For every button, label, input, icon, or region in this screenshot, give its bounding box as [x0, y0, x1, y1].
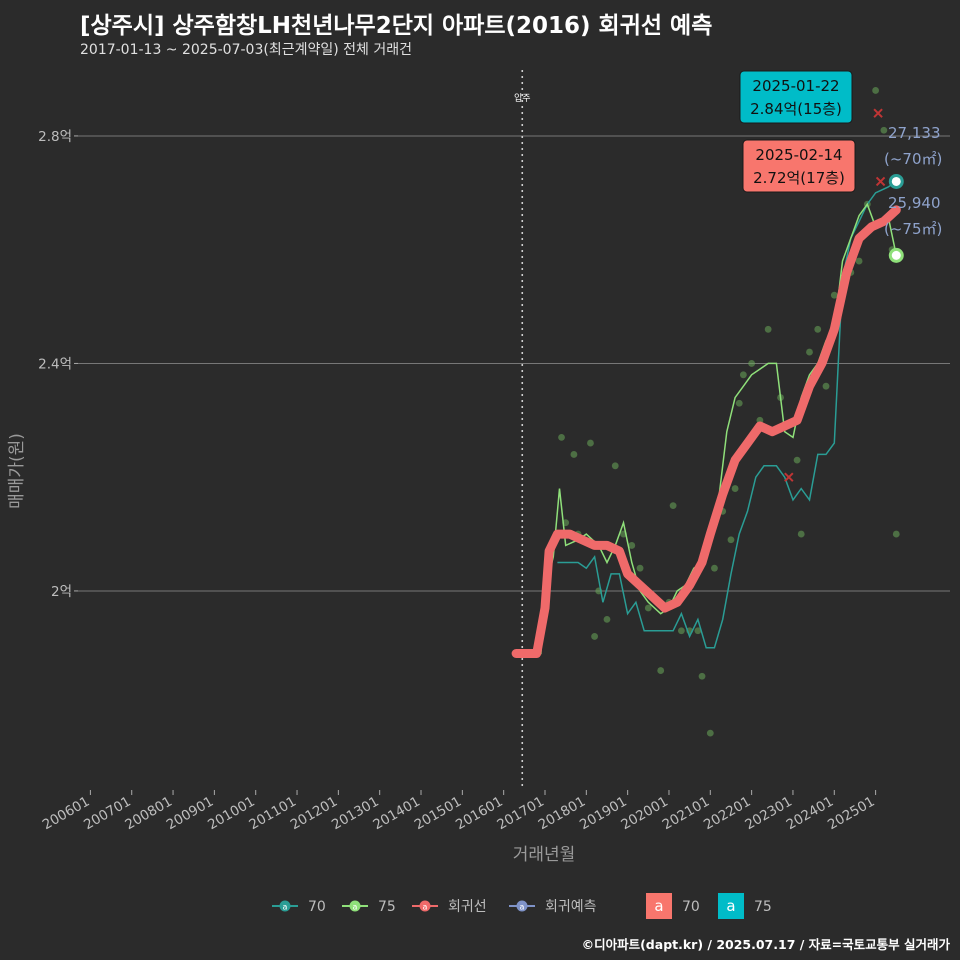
transaction-point	[892, 530, 900, 538]
transaction-point	[570, 451, 578, 458]
transaction-point	[711, 564, 718, 572]
legend-label: 회귀예측	[545, 899, 597, 915]
highlight-point-cross	[784, 472, 794, 482]
legend-box-key	[646, 893, 672, 919]
legend-key-dot	[279, 900, 291, 912]
x-tick-label: 202501	[825, 794, 878, 834]
transaction-point	[872, 87, 880, 94]
series-end-marker-70	[888, 173, 904, 189]
x-tick-label: 200901	[164, 794, 217, 834]
x-tick-label: 202001	[618, 794, 671, 834]
legend-key-glyph: a	[520, 903, 525, 912]
transaction-point	[727, 536, 735, 544]
transaction-point	[739, 371, 747, 379]
legend-box-glyph: a	[654, 897, 663, 915]
transaction-point	[814, 325, 822, 333]
move-in-label: 입주	[514, 92, 531, 104]
x-tick-label: 202101	[660, 794, 713, 834]
x-tick-label: 201001	[205, 794, 258, 834]
transaction-point	[731, 485, 739, 492]
transaction-point	[558, 433, 565, 441]
callout-point-cross	[875, 176, 886, 187]
y-axis-title: 매매가(원)	[7, 433, 27, 509]
transaction-point	[644, 604, 652, 612]
callout-point-cross	[873, 108, 883, 118]
transaction-point	[591, 633, 598, 640]
series-line-75	[532, 202, 898, 655]
callout-box	[739, 70, 853, 124]
transaction-point	[694, 627, 702, 635]
series-line-regression	[511, 205, 901, 658]
chart-title: [상주시] 상주함창LH천년나무2단지 아파트(2016) 회귀선 예측	[80, 13, 713, 39]
callout-date: 2025-01-22	[752, 77, 839, 95]
transaction-point	[880, 126, 888, 134]
legend-key-glyph: a	[353, 903, 358, 912]
legend-key-glyph: a	[423, 903, 428, 912]
x-tick-label: 200701	[81, 794, 134, 834]
transaction-point	[657, 667, 665, 674]
transaction-point	[611, 462, 619, 470]
x-tick-label: 201601	[453, 794, 506, 834]
x-tick-label: 202201	[701, 794, 754, 834]
x-tick-label: 200801	[122, 794, 175, 834]
x-tick-label: 201701	[494, 794, 547, 834]
transaction-point	[587, 439, 594, 447]
callout-price: 2.84억(15층)	[750, 100, 842, 118]
transaction-point	[830, 291, 838, 299]
transaction-point	[698, 672, 706, 680]
transaction-point	[764, 325, 772, 333]
y-tick-label: 2억	[51, 584, 72, 600]
legend-box-label: 70	[682, 899, 700, 915]
legend-label: 75	[378, 899, 396, 915]
end-area-label-70: (~70㎡)	[884, 150, 942, 168]
transaction-point	[748, 360, 756, 367]
x-tick-label: 202301	[742, 794, 795, 834]
x-tick-label: 201101	[246, 794, 299, 834]
callout-date: 2025-02-14	[755, 146, 842, 164]
legend-box-key	[718, 893, 744, 919]
transaction-point	[677, 627, 685, 635]
callout-price: 2.72억(17층)	[753, 169, 845, 187]
transaction-point	[806, 348, 813, 356]
end-value-label-75: 25,940	[888, 194, 941, 212]
transaction-point	[855, 257, 863, 265]
legend-label: 회귀선	[448, 899, 487, 915]
transaction-point	[669, 502, 677, 510]
transaction-point	[735, 399, 743, 407]
transaction-point	[822, 382, 830, 390]
legend-key-dot	[516, 900, 528, 912]
x-tick-label: 201801	[536, 794, 589, 834]
transaction-point	[636, 564, 644, 572]
x-tick-label: 200601	[40, 794, 93, 834]
transaction-point	[706, 729, 714, 737]
source-footer: ©디아파트(dapt.kr) / 2025.07.17 / 자료=국토교통부 실…	[581, 937, 950, 952]
end-value-label-70: 27,133	[888, 124, 941, 142]
series-end-marker-75	[888, 247, 904, 263]
transaction-point	[603, 615, 611, 623]
x-tick-label: 201901	[577, 794, 630, 834]
transaction-point	[797, 530, 805, 538]
series-line-70	[557, 180, 897, 649]
legend-box-glyph: a	[726, 897, 735, 915]
transaction-point	[628, 542, 636, 549]
y-tick-label: 2.4억	[38, 356, 72, 372]
legend-key-dot	[419, 900, 431, 912]
legend-label: 70	[308, 899, 326, 915]
chart-subtitle: 2017-01-13 ~ 2025-07-03(최근계약일) 전체 거래건	[80, 42, 412, 58]
legend-key-dot	[349, 900, 361, 912]
legend-box-label: 75	[754, 899, 772, 915]
end-area-label-75: (~75㎡)	[884, 220, 942, 238]
y-tick-label: 2.8억	[38, 129, 72, 145]
callout-box	[742, 139, 856, 193]
x-axis-title: 거래년월	[513, 845, 576, 865]
transaction-point	[793, 456, 801, 464]
legend-key-glyph: a	[283, 903, 288, 912]
x-tick-label: 202401	[784, 794, 837, 834]
